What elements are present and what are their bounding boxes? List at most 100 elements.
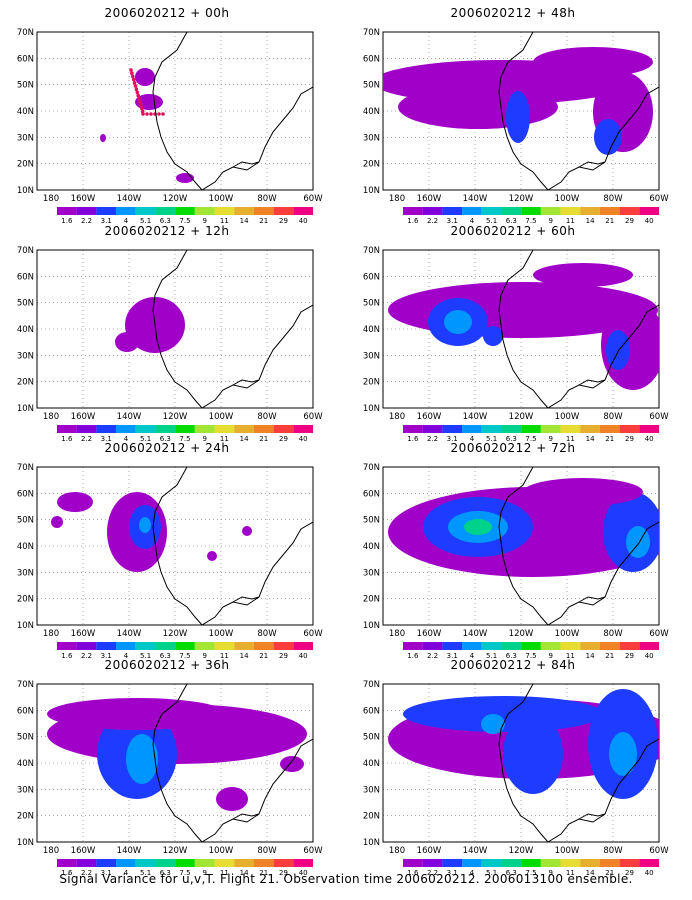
colorbar-swatch — [76, 207, 97, 215]
colorbar-swatch — [135, 642, 156, 650]
variance-region — [523, 478, 643, 506]
colorbar-swatch — [639, 207, 659, 215]
colorbar-swatch — [214, 859, 235, 867]
observation-dot — [133, 84, 138, 88]
colorbar-label: 11 — [566, 217, 575, 225]
colorbar-swatch — [234, 207, 254, 215]
lon-label: 60W — [303, 846, 323, 856]
colorbar-swatch — [273, 425, 294, 433]
colorbar-swatch — [175, 859, 195, 867]
colorbar-label: 11 — [566, 652, 575, 660]
colorbar-swatch — [76, 642, 97, 650]
colorbar-swatch — [580, 207, 600, 215]
colorbar-label: 3.1 — [447, 869, 458, 877]
colorbar-swatch — [57, 859, 77, 867]
lat-label: 50N — [17, 81, 34, 91]
colorbar-label: 21 — [605, 869, 614, 877]
colorbar-label: 5.1 — [486, 217, 497, 225]
colorbar-swatch — [639, 859, 659, 867]
coastline — [498, 467, 549, 625]
colorbar-swatch — [293, 642, 313, 650]
lat-label: 40N — [363, 759, 380, 769]
colorbar-label: 40 — [299, 435, 308, 443]
variance-region — [683, 44, 692, 60]
colorbar-label: 3.1 — [101, 652, 112, 660]
variance-region — [280, 756, 304, 772]
lon-label: 80W — [257, 846, 277, 856]
coastline — [201, 521, 313, 625]
colorbar-label: 1.6 — [61, 652, 73, 660]
lat-label: 60N — [363, 272, 380, 282]
coastline — [547, 86, 659, 190]
colorbar-label: 14 — [586, 652, 595, 660]
lat-label: 70N — [17, 463, 34, 473]
lon-label: 140W — [117, 846, 142, 856]
variance-region — [139, 517, 151, 533]
colorbar-label: 29 — [625, 217, 634, 225]
variance-region — [207, 551, 217, 561]
map-panel: 2006020212 + 12h 10N 20N 30N 40N 50N 60N 70N 180… — [2, 224, 332, 443]
colorbar-swatch — [540, 642, 561, 650]
observation-dot — [130, 71, 134, 75]
map-svg: 10N 20N 30N 40N 50N 60N 70N 180 160W 140W 120W 100W… — [363, 463, 669, 660]
colorbar-swatch — [194, 207, 215, 215]
colorbar-swatch — [116, 207, 136, 215]
panel-title: 2006020212 + 36h — [104, 658, 230, 672]
colorbar-swatch — [560, 425, 581, 433]
lon-label: 120W — [509, 412, 534, 422]
colorbar-label: 40 — [645, 869, 654, 877]
colorbar-swatch — [521, 207, 541, 215]
lon-label: 60W — [303, 412, 323, 422]
colorbar-swatch — [214, 207, 235, 215]
colorbar-label: 3.1 — [447, 652, 458, 660]
lon-label: 120W — [163, 194, 188, 204]
observation-dot — [131, 77, 136, 82]
map-panel: 2006020212 + 84h 10N 20N 30N 40N 50N 60N 70N 180… — [348, 658, 678, 877]
colorbar-label: 4 — [470, 435, 475, 443]
panel-title: 2006020212 + 00h — [104, 6, 230, 20]
lon-label: 160W — [417, 412, 442, 422]
lon-label: 60W — [649, 194, 669, 204]
colorbar-label: 11 — [220, 435, 229, 443]
lat-label: 60N — [17, 489, 34, 499]
colorbar-swatch — [599, 425, 620, 433]
coastline — [232, 379, 260, 386]
lon-label: 60W — [303, 194, 323, 204]
lat-label: 20N — [17, 378, 34, 388]
map-panel: 2006020212 + 48h 10N 20N 30N 40N 50N 60N 70N 180… — [348, 6, 678, 225]
lon-label: 160W — [417, 846, 442, 856]
lon-label: 80W — [257, 412, 277, 422]
coastline — [547, 521, 659, 625]
variance-region — [481, 714, 505, 734]
colorbar-swatch — [155, 859, 176, 867]
lat-label: 70N — [363, 463, 380, 473]
lat-label: 50N — [17, 516, 34, 526]
lat-label: 20N — [17, 595, 34, 605]
coastline — [152, 467, 203, 625]
colorbar-swatch — [481, 642, 502, 650]
lat-label: 40N — [363, 325, 380, 335]
panel-title: 2006020212 + 60h — [450, 224, 576, 238]
lat-label: 40N — [363, 107, 380, 117]
colorbar-label: 6.3 — [160, 435, 171, 443]
colorbar-swatch — [619, 207, 640, 215]
colorbar-label: 21 — [259, 869, 268, 877]
lon-label: 140W — [117, 194, 142, 204]
lat-label: 40N — [17, 542, 34, 552]
variance-region — [47, 698, 227, 730]
variance-region — [533, 263, 633, 287]
colorbar-label: 7.5 — [525, 435, 536, 443]
colorbar-label: 5.1 — [140, 217, 151, 225]
lat-label: 20N — [363, 595, 380, 605]
colorbar-swatch — [194, 425, 215, 433]
colorbar-swatch — [501, 425, 522, 433]
map-svg: 10N 20N 30N 40N 50N 60N 70N 180 160W 140W 120W 100W… — [363, 680, 669, 877]
lon-label: 60W — [649, 629, 669, 639]
variance-region — [115, 332, 139, 352]
lat-label: 20N — [363, 812, 380, 822]
colorbar-label: 2.2 — [81, 869, 92, 877]
lon-label: 100W — [555, 194, 580, 204]
colorbar-label: 5.1 — [486, 435, 497, 443]
colorbar-swatch — [501, 859, 522, 867]
